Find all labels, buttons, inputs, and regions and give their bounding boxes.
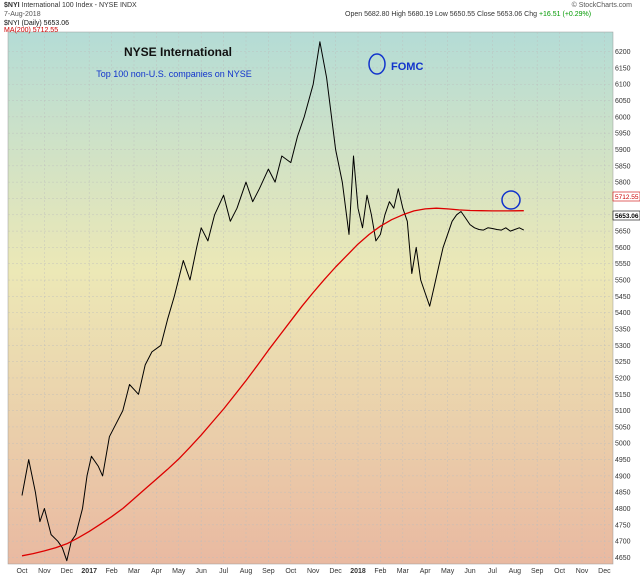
- y-tick-label: 5100: [615, 408, 631, 415]
- y-tick-label: 5850: [615, 163, 631, 170]
- y-tick-label: 6150: [615, 65, 631, 72]
- symbol-line: $NYI International 100 Index - NYSE INDX: [4, 2, 137, 9]
- chg-value: +16.51 (+0.29%): [538, 11, 592, 18]
- index-name: International 100 Index - NYSE: [21, 2, 119, 9]
- fomc-circle: [368, 53, 386, 75]
- y-tick-label: 4750: [615, 522, 631, 529]
- y-tick-label: 5350: [615, 327, 631, 334]
- x-tick-label: Sep: [262, 568, 275, 575]
- stockcharts-logo: © StockCharts.com: [571, 2, 632, 9]
- legend-price: $NYI (Daily) 5653.06: [4, 20, 69, 27]
- fomc-annotation: FOMC: [391, 61, 423, 73]
- grid-lines: [8, 32, 613, 564]
- high-label: High: [391, 11, 406, 18]
- y-tick-label: 5550: [615, 261, 631, 268]
- x-tick-label: Jun: [196, 568, 207, 575]
- last-price-box: [612, 210, 640, 221]
- y-tick-label: 5300: [615, 343, 631, 350]
- open-value: 5682.80: [364, 11, 390, 18]
- y-tick-label: 5500: [615, 278, 631, 285]
- y-tick-label: 4950: [615, 457, 631, 464]
- x-tick-label: 2017: [81, 568, 97, 575]
- open-label: Open: [345, 11, 363, 18]
- chart-subtitle: Top 100 non-U.S. companies on NYSE: [96, 69, 252, 79]
- x-axis: Oct Nov Dec 2017 Feb Mar Apr May Jun Jul Aug Sep Oct…: [17, 568, 612, 575]
- x-tick-label: May: [441, 568, 455, 575]
- x-tick-label: Mar: [128, 568, 141, 575]
- legend-ma: MA(200) 5712.55: [4, 27, 59, 34]
- y-tick-label: 6100: [615, 82, 631, 89]
- last-price-label: 5653.06: [615, 213, 639, 220]
- y-tick-label: 4850: [615, 490, 631, 497]
- x-tick-label: Oct: [285, 568, 296, 575]
- price-series-line: [21, 41, 525, 562]
- x-tick-label: Oct: [17, 568, 28, 575]
- x-tick-label: Nov: [38, 568, 51, 575]
- series-layer: [21, 41, 525, 562]
- x-tick-label: Jul: [219, 568, 228, 575]
- low-value: 5650.55: [449, 11, 476, 18]
- x-tick-label: Nov: [576, 568, 589, 575]
- x-tick-label: Sep: [531, 568, 544, 575]
- y-tick-label: 6000: [615, 114, 631, 121]
- high-value: 5680.19: [407, 11, 434, 18]
- y-tick-label: 6050: [615, 98, 631, 105]
- ma-value-label: 5712.55: [615, 194, 639, 201]
- low-label: Low: [434, 11, 448, 18]
- x-tick-label: May: [172, 568, 186, 575]
- x-tick-label: Dec: [329, 568, 342, 575]
- ma-cross-circle: [501, 190, 521, 210]
- y-tick-label: 5050: [615, 424, 631, 431]
- y-tick-label: 5650: [615, 229, 631, 236]
- y-tick-label: 5950: [615, 131, 631, 138]
- y-tick-label: 5150: [615, 392, 631, 399]
- exchange: INDX: [119, 2, 137, 9]
- close-label: Close: [477, 11, 495, 18]
- date: 7-Aug-2018: [4, 11, 41, 18]
- plot-background: [7, 31, 614, 565]
- x-tick-label: Nov: [307, 568, 320, 575]
- ma200-series-line: [21, 207, 524, 557]
- close-value: 5653.06: [496, 11, 523, 18]
- symbol: $NYI: [4, 2, 20, 9]
- y-tick-label: 5400: [615, 310, 631, 317]
- x-tick-label: Feb: [106, 568, 118, 575]
- y-tick-label: 5900: [615, 147, 631, 154]
- y-tick-label: 4700: [615, 539, 631, 546]
- x-tick-label: Mar: [397, 568, 410, 575]
- x-tick-label: Aug: [509, 568, 522, 575]
- x-tick-label: Apr: [151, 568, 163, 575]
- y-tick-label: 5450: [615, 294, 631, 301]
- ohlc-readout: Open 5682.80 High 5680.19 Low 5650.55 Cl…: [345, 11, 591, 18]
- y-tick-label: 4650: [615, 555, 631, 562]
- x-tick-label: Apr: [420, 568, 432, 575]
- x-tick-label: Oct: [554, 568, 565, 575]
- y-axis: 4650 4700 4750 4800 4850 4900 4950 5000 5050 5100…: [615, 49, 631, 562]
- y-tick-label: 4900: [615, 473, 631, 480]
- chg-label: Chg: [524, 11, 537, 18]
- y-tick-label: 6200: [615, 49, 631, 56]
- y-tick-label: 4800: [615, 506, 631, 513]
- x-tick-label: 2018: [350, 568, 366, 575]
- x-tick-label: Feb: [374, 568, 386, 575]
- ma-value-box: [612, 191, 640, 202]
- x-tick-label: Jul: [488, 568, 497, 575]
- x-tick-label: Dec: [598, 568, 611, 575]
- y-tick-label: 5600: [615, 245, 631, 252]
- x-tick-label: Aug: [240, 568, 253, 575]
- y-tick-label: 5200: [615, 375, 631, 382]
- chart-title: NYSE International: [124, 45, 232, 59]
- x-tick-label: Dec: [61, 568, 74, 575]
- chart-header: $NYI International 100 Index - NYSE INDX…: [0, 0, 640, 34]
- x-tick-label: Jun: [464, 568, 475, 575]
- y-tick-label: 5250: [615, 359, 631, 366]
- y-tick-label: 5000: [615, 441, 631, 448]
- y-tick-label: 5800: [615, 180, 631, 187]
